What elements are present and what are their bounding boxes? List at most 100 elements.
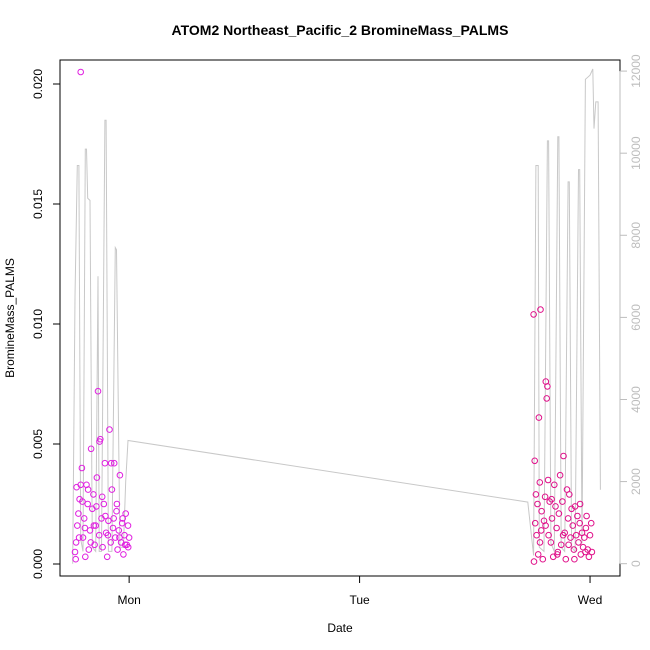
x-tick-label: Tue bbox=[349, 593, 370, 607]
data-point bbox=[71, 548, 79, 556]
data-point bbox=[108, 486, 116, 493]
y-tick-label: 0.000 bbox=[31, 549, 45, 579]
data-point bbox=[553, 524, 560, 532]
data-point bbox=[543, 395, 551, 402]
data-point bbox=[545, 531, 552, 539]
y-tick-label: 0.020 bbox=[31, 69, 45, 99]
data-point bbox=[113, 507, 120, 515]
data-point bbox=[548, 515, 556, 522]
data-point bbox=[72, 539, 80, 546]
data-point bbox=[576, 500, 584, 508]
data-point bbox=[544, 383, 551, 390]
data-point bbox=[74, 522, 81, 529]
data-point bbox=[531, 519, 539, 527]
data-point bbox=[530, 558, 538, 565]
y2-tick-label: 0 bbox=[629, 560, 643, 567]
data-point bbox=[96, 438, 103, 445]
data-point bbox=[118, 519, 126, 527]
data-point bbox=[86, 527, 94, 534]
data-point bbox=[122, 510, 129, 517]
data-point bbox=[75, 534, 83, 541]
data-point bbox=[84, 486, 92, 493]
y2-tick-label: 10000 bbox=[629, 136, 643, 170]
data-point bbox=[106, 426, 113, 433]
data-point bbox=[582, 524, 590, 532]
data-point bbox=[551, 481, 558, 489]
data-point bbox=[552, 503, 559, 510]
data-point bbox=[105, 517, 112, 525]
data-point bbox=[575, 539, 582, 546]
y2-tick-label: 6000 bbox=[629, 304, 643, 331]
data-point bbox=[559, 531, 567, 539]
data-point bbox=[571, 555, 578, 563]
data-point bbox=[90, 491, 97, 498]
data-point bbox=[87, 539, 94, 546]
axes: Mon Tue Wed 0.000 0.005 0.010 0.015 0.020 0 2000 4… bbox=[31, 54, 643, 607]
data-point bbox=[531, 457, 539, 465]
data-point bbox=[93, 474, 101, 481]
data-point bbox=[103, 553, 111, 561]
data-point bbox=[79, 498, 86, 505]
data-point bbox=[101, 459, 109, 467]
data-point bbox=[570, 546, 578, 553]
data-point bbox=[93, 503, 100, 510]
data-point bbox=[567, 534, 574, 541]
y2-tick-label: 4000 bbox=[629, 386, 643, 413]
data-point bbox=[566, 491, 573, 498]
data-point bbox=[534, 500, 541, 508]
series-line bbox=[72, 68, 601, 564]
data-point bbox=[85, 546, 93, 553]
data-point bbox=[536, 479, 544, 486]
data-point bbox=[109, 524, 117, 532]
data-point bbox=[556, 471, 564, 479]
data-point bbox=[554, 548, 562, 556]
data-point bbox=[75, 510, 82, 517]
data-point bbox=[532, 491, 540, 498]
y-tick-label: 0.010 bbox=[31, 309, 45, 339]
data-point bbox=[560, 452, 567, 460]
data-point bbox=[95, 531, 103, 539]
data-point bbox=[124, 522, 132, 529]
data-point bbox=[87, 445, 95, 453]
data-point bbox=[539, 555, 547, 563]
y-tick-label: 0.005 bbox=[31, 429, 45, 459]
data-point bbox=[554, 551, 561, 558]
data-point bbox=[576, 519, 584, 527]
data-point bbox=[112, 534, 119, 541]
data-point bbox=[548, 495, 555, 503]
data-point bbox=[114, 546, 121, 553]
data-point bbox=[80, 515, 88, 522]
data-point bbox=[99, 543, 106, 551]
data-point bbox=[110, 515, 117, 522]
data-point bbox=[116, 471, 124, 479]
data-point bbox=[588, 548, 596, 556]
y-tick-label: 0.015 bbox=[31, 189, 45, 219]
data-point bbox=[569, 522, 577, 529]
data-point bbox=[544, 476, 552, 484]
data-point bbox=[555, 510, 563, 517]
x-tick-label: Wed bbox=[578, 593, 602, 607]
data-point bbox=[574, 512, 581, 520]
data-point bbox=[82, 553, 89, 561]
data-point bbox=[541, 493, 549, 501]
data-point bbox=[572, 531, 580, 539]
data-point bbox=[587, 519, 595, 527]
data-point bbox=[534, 551, 542, 558]
y2-tick-label: 2000 bbox=[629, 468, 643, 495]
data-point bbox=[581, 534, 588, 541]
x-axis-label: Date bbox=[327, 621, 353, 635]
data-point bbox=[78, 464, 86, 472]
data-point bbox=[562, 555, 570, 563]
data-point bbox=[121, 541, 129, 549]
data-point bbox=[100, 500, 108, 508]
data-point bbox=[115, 527, 123, 534]
data-point bbox=[537, 527, 545, 534]
data-point bbox=[557, 541, 565, 549]
data-point bbox=[79, 534, 87, 541]
data-point bbox=[107, 459, 115, 467]
data-point bbox=[119, 515, 126, 522]
data-point bbox=[564, 515, 572, 522]
data-point bbox=[530, 311, 537, 318]
data-point bbox=[107, 539, 114, 546]
